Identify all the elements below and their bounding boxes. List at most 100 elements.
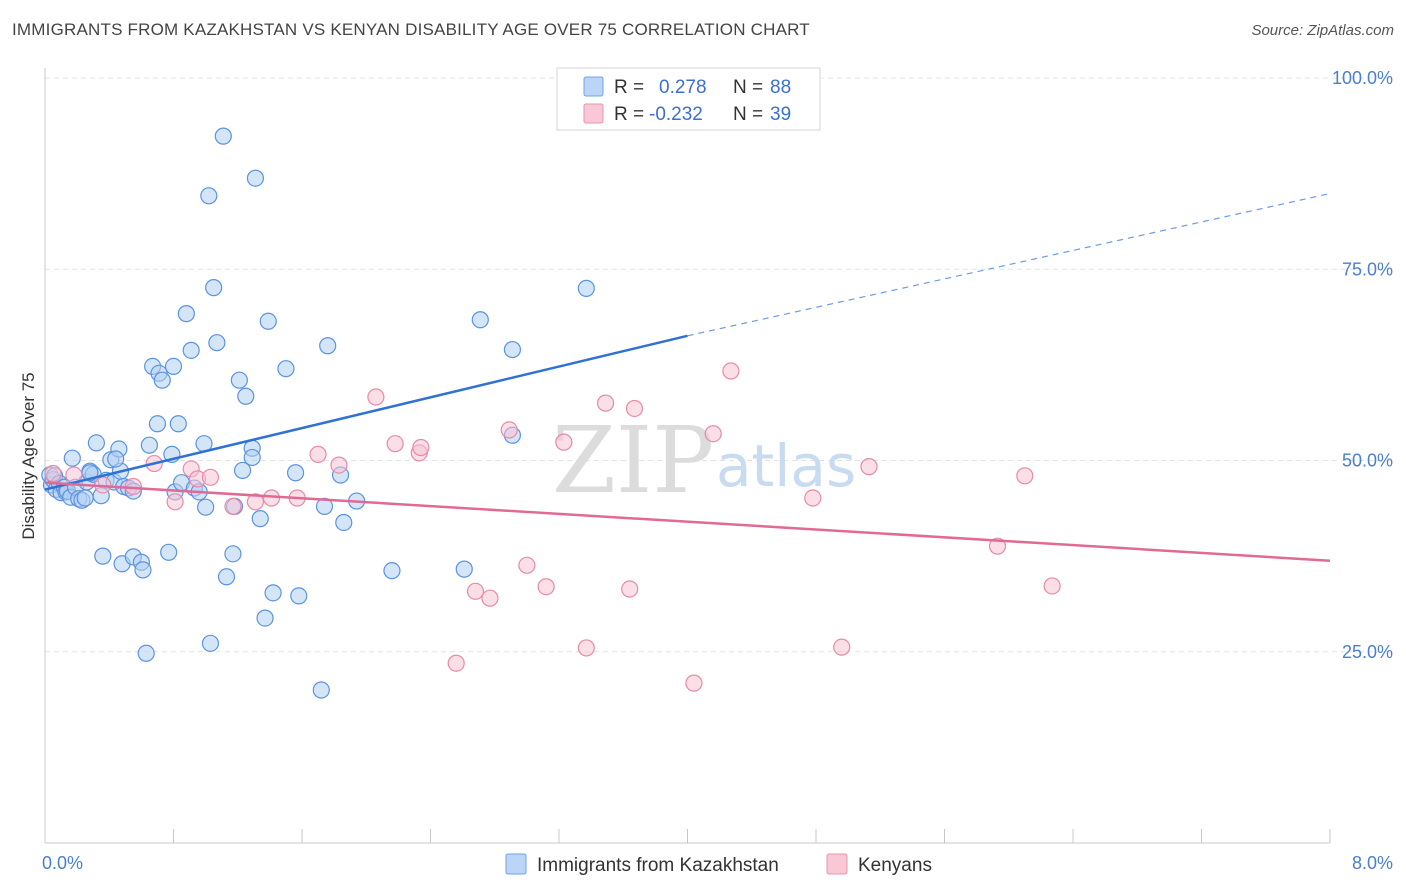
y-tick-label: 100.0% <box>1332 68 1393 88</box>
legend-r-value-kenyans: -0.232 <box>649 104 703 125</box>
watermark: ZIP atlas <box>552 407 856 514</box>
point-kazakhstan <box>177 305 195 323</box>
point-kenyans <box>555 433 573 451</box>
point-kazakhstan <box>148 415 167 433</box>
point-kenyans <box>537 578 555 596</box>
point-kenyans <box>246 493 265 511</box>
point-kazakhstan <box>335 513 353 532</box>
scatter-points <box>41 67 1061 699</box>
point-kazakhstan <box>256 609 274 627</box>
trend-line-kenyans <box>44 481 1331 562</box>
point-kenyans <box>1043 577 1061 595</box>
point-kazakhstan <box>230 371 248 389</box>
point-kenyans <box>330 456 348 474</box>
watermark-zip: ZIP <box>552 407 714 514</box>
point-kenyans <box>481 589 499 607</box>
point-kazakhstan <box>200 187 218 205</box>
point-kazakhstan <box>319 337 337 355</box>
grid-lines <box>45 77 1395 653</box>
point-kazakhstan <box>383 562 401 580</box>
watermark-atlas: atlas <box>716 432 856 500</box>
point-kazakhstan <box>160 543 178 561</box>
point-kazakhstan <box>251 510 269 528</box>
point-kazakhstan <box>208 334 226 352</box>
x-tick-label: 0.0% <box>42 853 83 873</box>
y-axis-title: Disability Age Over 75 <box>19 372 38 539</box>
point-kazakhstan <box>201 634 220 652</box>
point-kenyans <box>500 421 518 439</box>
point-kenyans <box>201 468 220 486</box>
point-kazakhstan <box>264 584 282 602</box>
point-kazakhstan <box>217 568 236 586</box>
point-kazakhstan <box>107 450 125 468</box>
legend: R = 0.278 N = 88 R = -0.232 N = 39 <box>556 67 821 131</box>
point-kenyans <box>386 435 404 453</box>
trend-lines <box>44 192 1331 562</box>
point-kazakhstan <box>243 448 261 467</box>
point-kazakhstan <box>214 127 232 145</box>
point-kazakhstan <box>237 387 255 405</box>
point-kazakhstan <box>277 360 295 378</box>
point-kazakhstan <box>137 644 155 662</box>
point-kenyans <box>804 489 822 507</box>
y-tick-label: 75.0% <box>1342 259 1393 279</box>
legend-n-value-kazakhstan: 88 <box>770 77 791 98</box>
point-kazakhstan <box>290 587 308 605</box>
point-kazakhstan <box>246 169 265 187</box>
point-kenyans <box>722 362 740 380</box>
point-kenyans <box>596 394 615 412</box>
point-kazakhstan <box>471 311 489 329</box>
axes: 25.0% 50.0% 75.0% 100.0% 0.0% 8.0% <box>42 68 1393 873</box>
point-kazakhstan <box>312 681 330 699</box>
point-kenyans <box>833 638 851 656</box>
trend-line-kazakhstan-extrapolated <box>687 192 1331 337</box>
point-kazakhstan <box>205 279 223 297</box>
legend-swatch-kazakhstan <box>583 76 604 97</box>
point-kenyans <box>988 537 1007 555</box>
y-tick-label: 50.0% <box>1342 451 1393 471</box>
point-kazakhstan <box>182 341 200 359</box>
point-kazakhstan <box>169 415 187 433</box>
point-kazakhstan <box>577 279 595 297</box>
point-kazakhstan <box>315 497 334 515</box>
point-kenyans <box>412 438 430 457</box>
point-kazakhstan <box>63 449 81 467</box>
point-kazakhstan <box>87 434 106 452</box>
legend-n-label-kazakhstan: N = <box>733 77 763 98</box>
point-kazakhstan <box>164 357 183 376</box>
bottom-legend-label-kazakhstan: Immigrants from Kazakhstan <box>537 855 779 876</box>
point-kazakhstan <box>286 464 305 482</box>
point-kenyans <box>224 497 242 515</box>
point-kazakhstan <box>259 312 277 330</box>
legend-r-label-kenyans: R = <box>614 104 644 125</box>
chart-title: IMMIGRANTS FROM KAZAKHSTAN VS KENYAN DIS… <box>12 20 810 39</box>
point-kenyans <box>704 425 722 443</box>
point-kenyans <box>166 493 184 511</box>
point-kazakhstan <box>134 561 152 579</box>
bottom-legend-label-kenyans: Kenyans <box>858 855 932 876</box>
x-tick-label: 8.0% <box>1352 853 1393 873</box>
point-kenyans <box>577 639 595 657</box>
trend-line-kazakhstan <box>44 334 688 491</box>
point-kenyans <box>367 388 385 406</box>
point-kazakhstan <box>153 371 171 389</box>
point-kenyans <box>625 399 644 418</box>
point-kazakhstan <box>503 340 522 359</box>
point-kenyans <box>685 674 703 692</box>
bottom-legend: Immigrants from Kazakhstan Kenyans <box>505 853 932 876</box>
point-kenyans <box>621 580 639 598</box>
point-kazakhstan <box>76 489 94 507</box>
y-tick-label: 25.0% <box>1342 642 1393 662</box>
point-kazakhstan <box>224 545 242 563</box>
point-kazakhstan <box>140 436 159 454</box>
point-kenyans <box>518 556 536 574</box>
point-kazakhstan <box>455 560 473 578</box>
point-kazakhstan <box>197 498 215 516</box>
point-kenyans <box>447 654 465 672</box>
legend-swatch-kenyans <box>583 103 604 124</box>
point-kazakhstan <box>94 547 112 565</box>
point-kenyans <box>44 464 62 483</box>
point-kenyans <box>466 582 485 600</box>
point-kenyans <box>1016 467 1034 485</box>
